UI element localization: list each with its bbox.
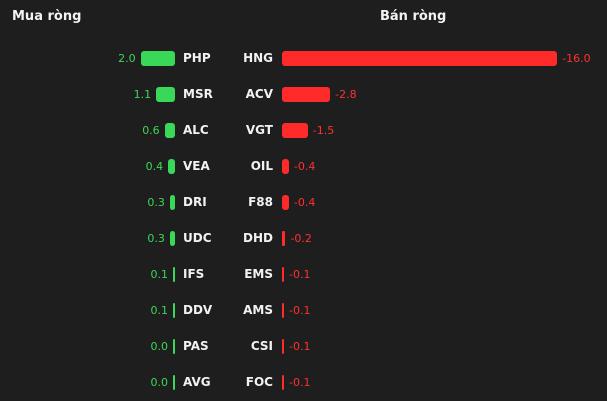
buy-value-label: 0.0 — [150, 376, 169, 389]
buy-bar — [173, 339, 175, 354]
buy-value-label: 2.0 — [118, 52, 136, 65]
buy-value-label: 0.3 — [147, 232, 165, 245]
sell-ticker: DHD — [243, 231, 273, 245]
sell-bar — [282, 339, 284, 354]
sell-ticker: FOC — [245, 375, 273, 389]
buy-ticker: PAS — [183, 339, 209, 353]
sell-ticker: OIL — [250, 159, 273, 173]
sell-value-label: -0.1 — [289, 376, 311, 389]
sell-bar — [282, 51, 558, 66]
buy-ticker: UDC — [183, 231, 212, 245]
sell-title: Bán ròng — [380, 9, 447, 24]
buy-row: 0.4 VEA — [0, 157, 607, 177]
buy-bar — [164, 123, 175, 138]
buy-ticker: ALC — [183, 123, 209, 137]
buy-title: Mua ròng — [12, 9, 82, 24]
sell-value-label: -0.4 — [293, 160, 316, 173]
sell-ticker: VGT — [245, 123, 273, 137]
buy-row: 0.0 AVG — [0, 373, 607, 393]
buy-ticker: IFS — [183, 267, 205, 281]
buy-bar — [156, 87, 175, 102]
sell-row: FOC -0.1 — [0, 373, 607, 393]
sell-row: CSI -0.1 — [0, 337, 607, 357]
sell-ticker: ACV — [245, 87, 273, 101]
sell-bar — [282, 303, 284, 318]
sell-ticker: CSI — [250, 339, 273, 353]
buy-value-label: 0.3 — [147, 196, 165, 209]
buy-ticker: VEA — [183, 159, 210, 173]
buy-value-label: 1.1 — [133, 88, 152, 101]
buy-row: 0.0 PAS — [0, 337, 607, 357]
buy-row: 0.3 UDC — [0, 229, 607, 249]
sell-row: EMS -0.1 — [0, 265, 607, 285]
sell-row: F88 -0.4 — [0, 193, 607, 213]
buy-bar — [173, 267, 175, 282]
sell-row: HNG -16.0 — [0, 49, 607, 69]
buy-bar — [169, 231, 175, 246]
sell-bar — [282, 87, 331, 102]
sell-row: OIL -0.4 — [0, 157, 607, 177]
sell-ticker: EMS — [244, 267, 273, 281]
buy-ticker: MSR — [183, 87, 213, 101]
sell-row: DHD -0.2 — [0, 229, 607, 249]
sell-bar — [282, 123, 308, 138]
sell-value-label: -0.1 — [289, 340, 311, 353]
sell-row: AMS -0.1 — [0, 301, 607, 321]
sell-value-label: -0.1 — [289, 268, 311, 281]
sell-value-label: -2.8 — [335, 88, 357, 101]
buy-row: 0.6 ALC — [0, 121, 607, 141]
sell-value-label: -0.4 — [293, 196, 316, 209]
buy-row: 1.1 MSR — [0, 85, 607, 105]
sell-bar — [282, 231, 286, 246]
sell-value-label: -16.0 — [562, 52, 591, 65]
buy-bar — [168, 159, 175, 174]
sell-row: VGT -1.5 — [0, 121, 607, 141]
sell-bar — [282, 375, 284, 390]
buy-row: 0.1 DDV — [0, 301, 607, 321]
buy-row: 0.1 IFS — [0, 265, 607, 285]
buy-ticker: PHP — [183, 51, 211, 65]
buy-ticker: AVG — [183, 375, 211, 389]
sell-row: ACV -2.8 — [0, 85, 607, 105]
sell-bar — [282, 195, 289, 210]
buy-bar — [169, 195, 175, 210]
buy-ticker: DRI — [183, 195, 207, 209]
sell-value-label: -0.2 — [290, 232, 312, 245]
buy-bar — [173, 375, 175, 390]
buy-value-label: 0.1 — [150, 268, 169, 281]
buy-value-label: 0.0 — [150, 340, 169, 353]
sell-ticker: AMS — [243, 303, 273, 317]
buy-ticker: DDV — [183, 303, 213, 317]
buy-value-label: 0.6 — [142, 124, 160, 137]
buy-value-label: 0.4 — [145, 160, 164, 173]
buy-row: 0.3 DRI — [0, 193, 607, 213]
buy-row: 2.0 PHP — [0, 49, 607, 69]
sell-value-label: -1.5 — [312, 124, 335, 137]
sell-bar — [282, 159, 289, 174]
sell-ticker: F88 — [248, 195, 273, 209]
sell-bar — [282, 267, 284, 282]
buy-bar — [140, 51, 175, 66]
buy-value-label: 0.1 — [150, 304, 169, 317]
buy-bar — [173, 303, 175, 318]
sell-value-label: -0.1 — [289, 304, 311, 317]
sell-ticker: HNG — [243, 51, 273, 65]
